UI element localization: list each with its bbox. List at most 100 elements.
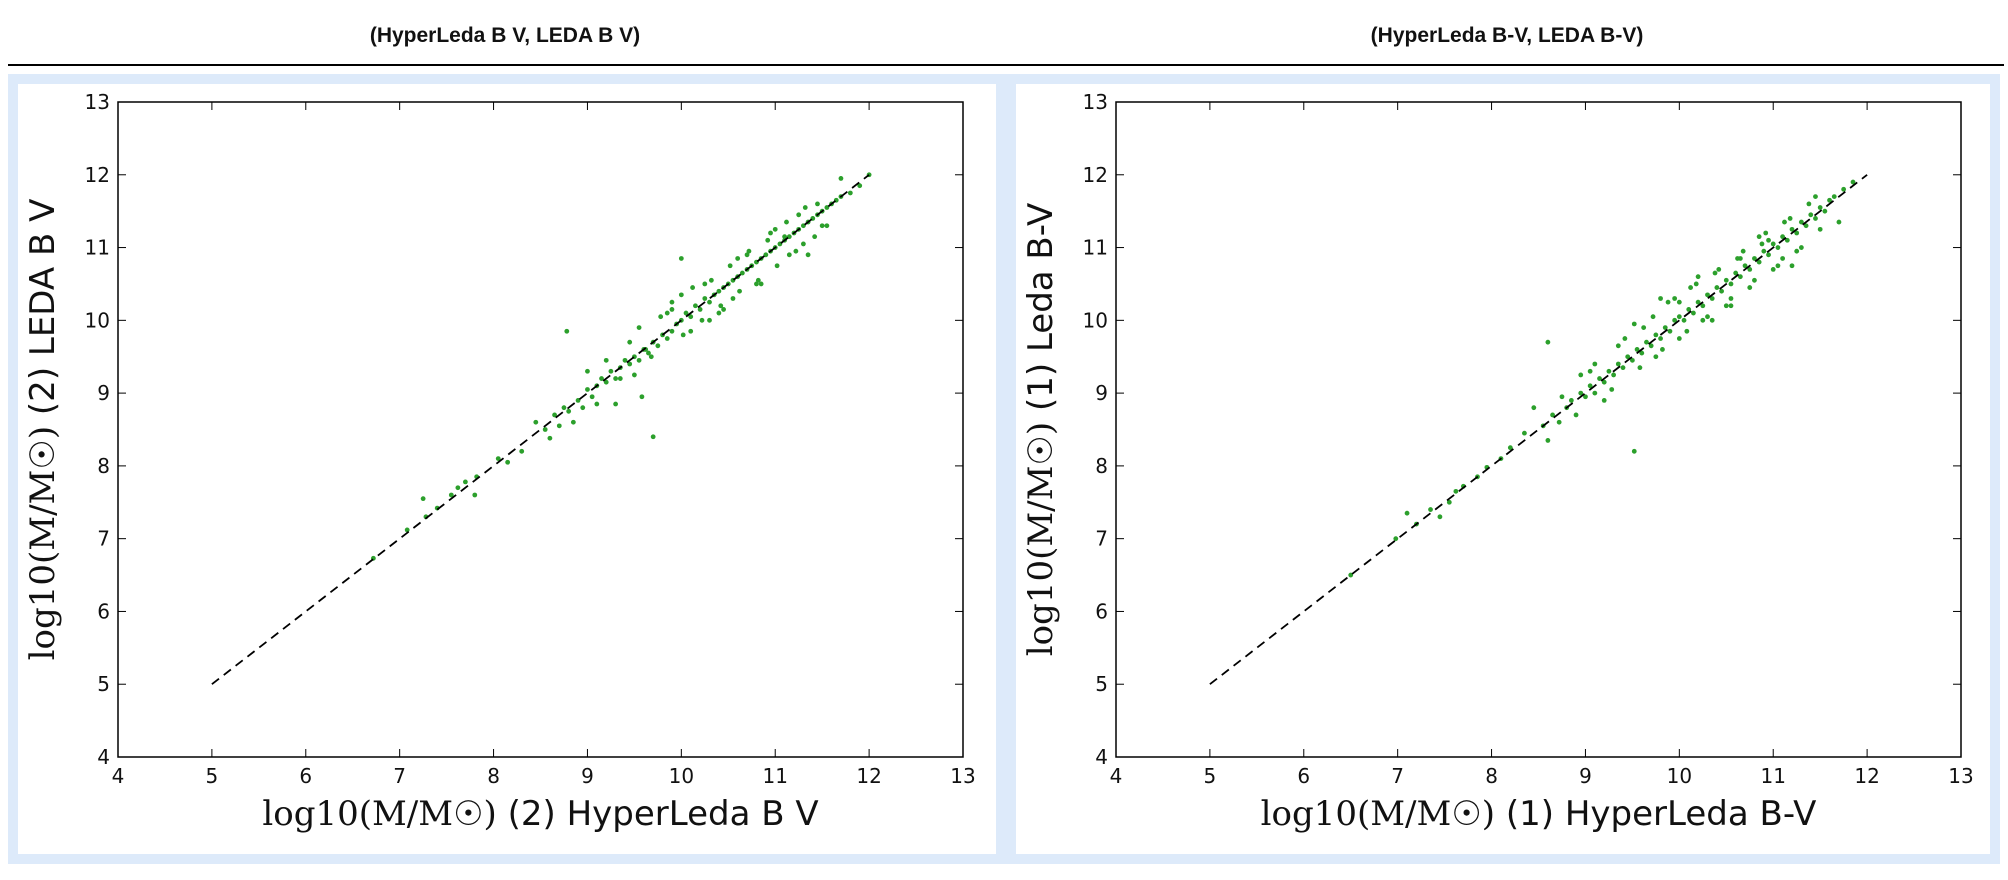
data-point [495,456,501,462]
data-point [727,263,733,269]
data-point [1780,234,1786,240]
data-point [561,405,567,411]
y-tick-label: 9 [97,381,110,405]
data-point [669,307,675,312]
data-point [812,234,818,240]
y-tick-label: 5 [97,672,110,696]
data-point [631,372,637,378]
data-point [699,317,705,323]
data-point [737,288,742,294]
data-point [1592,390,1598,396]
data-point [420,496,426,502]
data-point [802,205,808,210]
data-point [533,419,539,425]
data-point [1691,310,1696,316]
data-point [1658,296,1663,301]
data-point [1684,328,1690,334]
data-point [678,292,684,298]
data-point [1522,430,1527,436]
data-point [800,241,806,247]
data-point [755,277,761,283]
data-point [1737,256,1743,261]
data-point [1620,365,1626,371]
data-point [847,190,853,196]
data-point [1606,368,1612,374]
data-point [1733,270,1739,276]
data-point [708,277,714,283]
data-point [683,310,689,316]
data-point [1653,332,1659,338]
data-point [627,361,633,367]
data-point [1648,343,1654,349]
data-point [404,527,410,533]
data-point [1761,248,1767,254]
data-point [758,281,764,287]
x-tick-label: 9 [581,764,594,788]
data-point [1688,285,1693,290]
data-point [448,492,454,498]
data-point [793,248,799,254]
data-point [1653,354,1659,360]
y-axis-label-text: (1) Leda B-V [1021,203,1061,422]
data-point [1578,372,1584,378]
data-point [1672,317,1678,323]
data-point [1747,266,1753,272]
data-point [599,376,604,381]
data-point [824,205,830,210]
data-point [1794,230,1800,236]
x-tick-label: 11 [1760,764,1785,788]
data-point [1662,325,1668,331]
data-point [765,237,771,243]
data-point [746,248,752,254]
x-axis-label: log10(M/M☉) (2) HyperLeda B V [262,794,818,834]
data-point [1676,314,1682,320]
data-point [575,397,581,403]
data-point [1813,216,1818,221]
data-point [754,281,759,287]
data-point [1639,350,1645,356]
data-point [1676,336,1682,341]
data-point [589,394,595,400]
data-point [664,310,670,316]
data-point [1709,317,1715,323]
data-point [805,252,811,258]
y-tick-label: 8 [97,454,110,478]
data-point [1756,259,1762,265]
data-point [519,448,525,454]
data-point [1740,248,1746,254]
data-point [702,296,708,301]
data-point [815,201,820,207]
data-point [1827,197,1832,203]
data-point [1817,205,1823,210]
x-tick-label: 7 [393,764,406,788]
y-tick-label: 10 [85,308,110,332]
data-point [603,379,609,385]
data-point [690,285,695,290]
x-tick-label: 10 [1667,764,1692,788]
data-point [1742,263,1748,269]
data-point [824,223,830,229]
y-tick-label: 12 [85,163,110,187]
data-point [585,368,590,374]
data-point [552,412,557,418]
data-point [718,303,724,309]
x-tick-label: 4 [112,764,125,788]
x-tick-label: 6 [299,764,312,788]
right-scatter-chart: 4 5 6 7 8 9 10 11 12 13 4 5 6 7 8 9 10 11 12 13 log10(M/M☉) … [1021,90,1974,834]
data-point [1545,339,1551,345]
x-tick-label: 11 [762,764,787,788]
data-point [1770,266,1776,272]
data-point [472,492,478,498]
data-point [1507,445,1513,451]
data-point [594,401,600,407]
data-point [763,252,769,258]
y-tick-label: 6 [97,599,110,623]
data-point [1631,448,1637,454]
data-point [1428,507,1433,512]
data-point [1714,285,1720,290]
data-point [1723,277,1729,283]
right-chart-panel: 4 5 6 7 8 9 10 11 12 13 4 5 6 7 8 9 10 11 12 13 log10(M/M☉) … [1006,74,2000,864]
data-point [796,212,802,218]
reference-line [211,174,870,685]
data-point [1709,296,1715,301]
